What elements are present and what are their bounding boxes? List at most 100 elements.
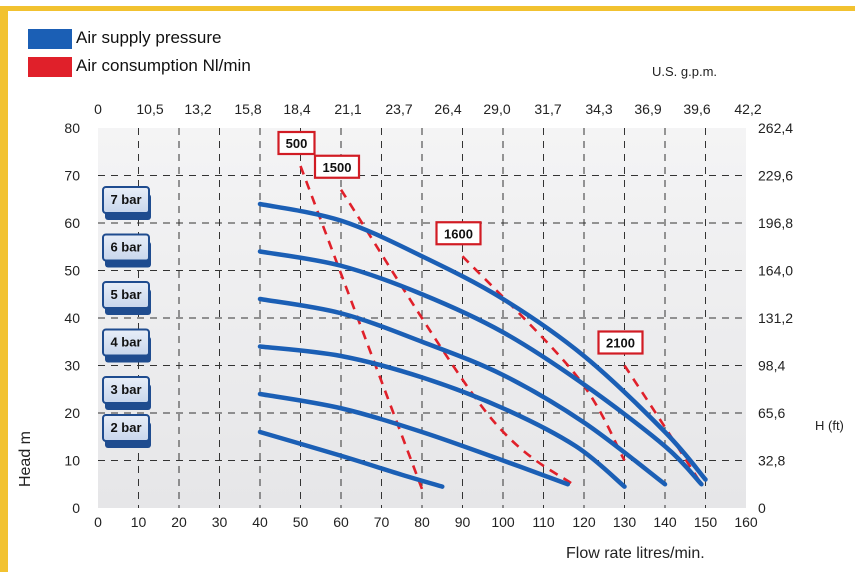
consumption-line-2100 — [623, 364, 703, 485]
consumption-badge-label: 1600 — [444, 226, 473, 241]
x2-tick-label: 18,4 — [283, 101, 310, 117]
x-tick-label: 30 — [212, 514, 228, 530]
x2-tick-label: 29,0 — [483, 101, 510, 117]
y-tick-label: 30 — [64, 358, 80, 374]
x-tick-label: 110 — [532, 514, 555, 530]
consumption-badge: 2100 — [597, 330, 644, 355]
pressure-line-6-bar — [257, 249, 704, 487]
x2-tick-label: 21,1 — [334, 101, 361, 117]
x-tick-label: 160 — [734, 514, 758, 530]
frame-left-border — [0, 8, 8, 572]
pressure-badge-label: 7 bar — [110, 192, 141, 207]
pressure-line-5-bar — [257, 296, 668, 487]
y-tick-label: 50 — [64, 263, 80, 279]
legend-item-consumption: Air consumption Nl/min — [28, 56, 251, 77]
x-tick-label: 10 — [131, 514, 147, 530]
x-tick-label: 130 — [613, 514, 637, 530]
x-tick-label: 20 — [171, 514, 187, 530]
y2-tick-label: 131,2 — [758, 310, 793, 326]
pressure-badge: 3 bar — [102, 376, 151, 410]
x-tick-label: 120 — [572, 514, 596, 530]
x2-tick-label: 42,2 — [734, 101, 761, 117]
consumption-line-1600 — [461, 255, 626, 462]
y-tick-label: 60 — [64, 215, 80, 231]
x-tick-label: 80 — [414, 514, 430, 530]
pressure-badge: 5 bar — [102, 281, 151, 315]
pressure-badge: 6 bar — [102, 233, 151, 268]
y-tick-label: 40 — [64, 310, 80, 326]
consumption-badge-label: 1500 — [323, 160, 352, 175]
consumption-badge-label: 500 — [286, 136, 308, 151]
pressure-badge-face — [102, 233, 150, 262]
y2-tick-label: 65,6 — [758, 405, 785, 421]
pressure-badge-face — [102, 376, 150, 404]
right-axis-unit-label: H (ft) — [815, 418, 844, 433]
pressure-line-2-bar — [257, 429, 445, 489]
x-axis-title: Flow rate litres/min. — [566, 545, 705, 562]
pressure-line-7-bar — [257, 201, 708, 482]
pressure-badge-face — [102, 414, 150, 442]
x2-tick-label: 10,5 — [136, 101, 163, 117]
pressure-badge: 2 bar — [102, 414, 151, 448]
x2-tick-label: 36,9 — [634, 101, 661, 117]
x2-tick-label: 0 — [94, 101, 102, 117]
pressure-badge: 7 bar — [102, 186, 151, 220]
consumption-badge: 1600 — [435, 221, 482, 246]
x2-tick-label: 26,4 — [434, 101, 461, 117]
legend-label-consumption: Air consumption Nl/min — [76, 56, 251, 75]
frame-top-border — [0, 6, 855, 11]
y-tick-label: 20 — [64, 405, 80, 421]
legend-swatch-consumption — [28, 56, 72, 77]
consumption-badge-label: 2100 — [606, 336, 635, 351]
legend-item-pressure: Air supply pressure — [28, 28, 222, 49]
y-tick-label: 70 — [64, 168, 80, 184]
x-tick-label: 50 — [293, 514, 309, 530]
y-tick-label: 0 — [72, 500, 80, 516]
pressure-badge-label: 5 bar — [110, 287, 141, 302]
x2-tick-label: 34,3 — [585, 101, 612, 117]
consumption-badge-box — [277, 130, 316, 156]
y2-tick-label: 164,0 — [758, 263, 793, 279]
consumption-line-1500 — [339, 189, 577, 488]
y-tick-label: 80 — [64, 120, 80, 136]
pressure-line-4-bar — [257, 344, 627, 489]
x2-tick-label: 39,6 — [683, 101, 710, 117]
consumption-badge-box — [313, 154, 361, 179]
pressure-badge-face — [102, 186, 150, 214]
pressure-badge-label: 4 bar — [110, 335, 141, 350]
legend-label-pressure: Air supply pressure — [76, 28, 222, 47]
pressure-line-3-bar — [257, 391, 571, 487]
pressure-badge-face — [102, 328, 150, 357]
x2-tick-label: 15,8 — [234, 101, 261, 117]
x-tick-label: 60 — [333, 514, 349, 530]
x2-tick-label: 31,7 — [534, 101, 561, 117]
x-tick-label: 70 — [374, 514, 390, 530]
x-tick-label: 150 — [694, 514, 718, 530]
x-tick-label: 90 — [455, 514, 471, 530]
x-tick-label: 0 — [94, 514, 102, 530]
pressure-badge-label: 3 bar — [110, 382, 141, 397]
consumption-badge-box — [435, 221, 482, 246]
top-axis-unit-label: U.S. g.p.m. — [652, 64, 718, 79]
pressure-badge: 4 bar — [102, 328, 151, 363]
x2-tick-label: 23,7 — [385, 101, 412, 117]
x2-tick-label: 13,2 — [184, 101, 211, 117]
x-tick-label: 40 — [252, 514, 268, 530]
y2-tick-label: 196,8 — [758, 215, 793, 231]
y2-tick-label: 32,8 — [758, 453, 785, 469]
consumption-badge: 1500 — [313, 154, 361, 179]
x-tick-label: 140 — [653, 514, 677, 530]
consumption-badge-box — [597, 330, 644, 355]
y2-tick-label: 0 — [758, 500, 766, 516]
legend-swatch-pressure — [28, 28, 72, 49]
x-tick-label: 100 — [491, 514, 515, 530]
y2-tick-label: 262,4 — [758, 120, 793, 136]
y2-tick-label: 98,4 — [758, 358, 785, 374]
pressure-badge-label: 6 bar — [110, 240, 141, 255]
y2-tick-label: 229,6 — [758, 168, 793, 184]
consumption-badge: 500 — [277, 130, 316, 156]
y-tick-label: 10 — [64, 453, 80, 469]
pressure-badge-face — [102, 281, 150, 309]
